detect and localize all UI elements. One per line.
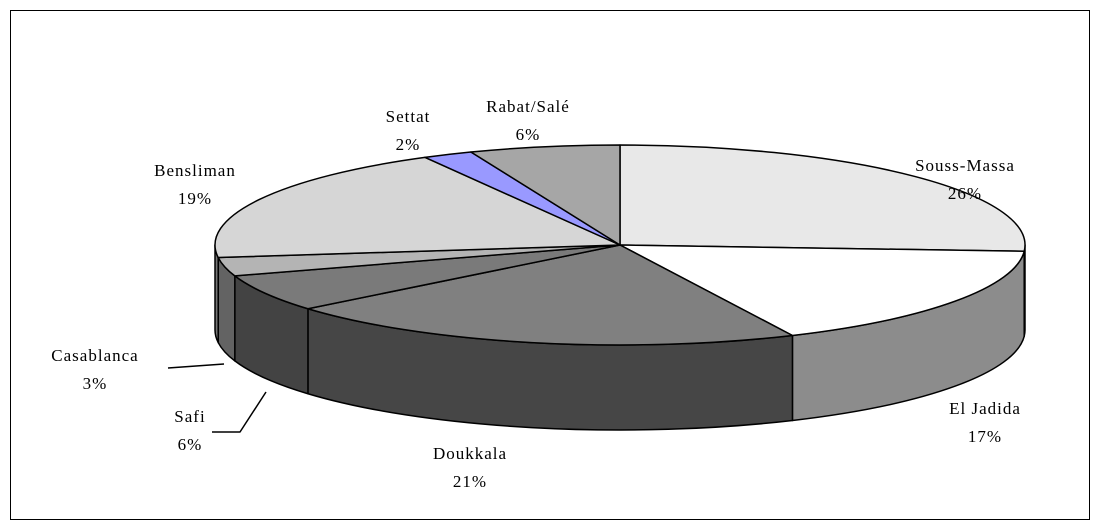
pie-slice — [214, 156, 621, 259]
slice-value-label: 6% — [516, 125, 541, 144]
pie-sides — [214, 244, 1026, 431]
slice-label: Souss-Massa — [915, 156, 1015, 175]
pie-slice — [307, 244, 794, 346]
slice-label: El Jadida — [949, 399, 1021, 418]
slice-label: Casablanca — [51, 346, 138, 365]
pie-slice — [234, 244, 621, 310]
leader-line — [167, 363, 225, 369]
slice-value-label: 21% — [453, 472, 487, 491]
slice-value-label: 19% — [178, 189, 212, 208]
slice-label: Bensliman — [154, 161, 236, 180]
pie-tops — [214, 144, 1026, 346]
pie-slice-side — [214, 244, 219, 344]
slice-value-label: 26% — [948, 184, 982, 203]
pie-slice — [470, 144, 621, 246]
pie-slice — [619, 244, 1025, 337]
slice-value-label: 17% — [968, 427, 1002, 446]
labels: Souss-Massa 26% El Jadida 17% Doukkala 21% Saf… — [51, 97, 1021, 491]
slice-label: Safi — [174, 407, 205, 426]
slice-value-label: 3% — [83, 374, 108, 393]
slice-value-label: 6% — [178, 435, 203, 454]
slice-label: Rabat/Salé — [486, 97, 570, 116]
pie-slice — [619, 144, 1026, 253]
slice-label: Settat — [386, 107, 431, 126]
slice-value-label: 2% — [396, 135, 421, 154]
slice-label: Doukkala — [433, 444, 507, 463]
leader-line — [212, 391, 267, 433]
